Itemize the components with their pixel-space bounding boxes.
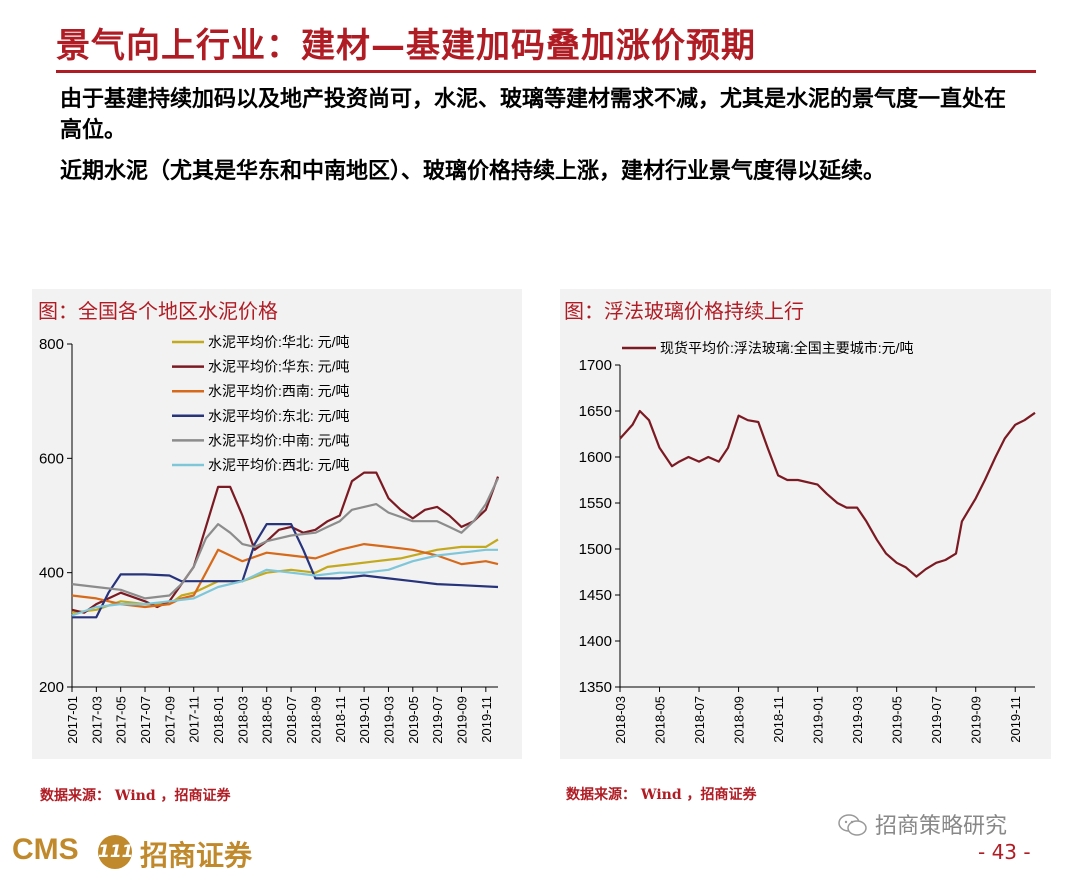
x-tick-label: 2018-11: [771, 696, 786, 743]
series-line-1-0: [619, 409, 1036, 578]
legend-label-1-0: 现货平均价:浮法玻璃:全国主要城市:元/吨: [660, 340, 914, 356]
series-line-0-2: [71, 543, 499, 609]
legend-label-0-0: 水泥平均价:华北: 元/吨: [208, 334, 350, 350]
x-tick-label: 2018-07: [692, 696, 707, 744]
glass-chart-title: 图：浮法玻璃价格持续上行: [564, 299, 804, 323]
x-tick-label: 2019-05: [406, 696, 421, 744]
cms-logo: CMS: [12, 833, 79, 866]
series-line-0-4: [71, 477, 499, 600]
x-tick-label: 2019-01: [811, 696, 826, 744]
company-name: 招商证券: [140, 839, 253, 872]
x-tick-label: 2018-09: [732, 696, 747, 744]
y-tick-label: 1600: [579, 449, 612, 466]
x-tick-label: 2019-11: [1008, 696, 1023, 743]
y-tick-label: 1500: [579, 541, 612, 558]
x-tick-label: 2017-05: [114, 696, 129, 744]
series-line-0-0: [71, 538, 499, 614]
glass-chart-panel: [560, 289, 1051, 759]
x-tick-label: 2018-03: [613, 696, 628, 744]
glass-price-chart: 1350 1400 1450 1500 1550 1600 1650 1700 2018-03 2…: [579, 340, 1036, 744]
x-tick-label: 2018-11: [333, 696, 348, 743]
legend-label-0-5: 水泥平均价:西北: 元/吨: [208, 457, 350, 473]
series-line-0-5: [71, 548, 498, 617]
x-tick-label: 2017-07: [138, 696, 153, 744]
wechat-account: 招商策略研究: [838, 808, 1007, 840]
glass-data-source: 数据来源： Wind ，招商证券: [566, 787, 757, 803]
wechat-account-name: 招商策略研究: [875, 814, 1008, 839]
paragraph-2: 近期水泥（尤其是华东和中南地区）、玻璃价格持续上涨，建材行业景气度得以延续。: [60, 159, 886, 184]
x-tick-label: 2019-05: [890, 696, 905, 744]
legend-label-0-4: 水泥平均价:中南: 元/吨: [208, 432, 350, 448]
x-tick-label: 2018-05: [260, 696, 275, 744]
y-tick-label: 800: [39, 336, 64, 353]
x-tick-label: 2018-01: [211, 696, 226, 744]
x-tick-label: 2017-01: [65, 696, 80, 744]
page-number: - 43 -: [978, 840, 1031, 864]
x-tick-label: 2019-09: [969, 696, 984, 744]
x-tick-label: 2019-03: [850, 696, 865, 744]
x-tick-label: 2018-03: [235, 696, 250, 744]
x-tick-label: 2019-01: [357, 696, 372, 744]
cms-logo-mark: 111: [98, 835, 134, 869]
cement-price-chart: 200 400 600 800 2017-01 2017-03 2017-05 2017-07…: [39, 334, 500, 744]
page-title: 景气向上行业：建材—基建加码叠加涨价预期: [56, 26, 756, 66]
wechat-icon: [838, 814, 867, 836]
y-tick-label: 600: [39, 450, 64, 467]
y-tick-label: 1550: [579, 495, 612, 512]
y-tick-label: 1700: [579, 357, 612, 374]
paragraph-1: 由于基建持续加码以及地产投资尚可，水泥、玻璃等建材需求不减，尤其是水泥的景气度一…: [60, 87, 1007, 143]
cement-data-source: 数据来源： Wind ，招商证券: [40, 788, 231, 804]
legend-label-0-3: 水泥平均价:东北: 元/吨: [208, 408, 350, 424]
series-line-0-1: [71, 471, 500, 614]
x-tick-label: 2019-07: [929, 696, 944, 744]
x-tick-label: 2018-05: [653, 696, 668, 744]
x-tick-label: 2017-11: [187, 696, 202, 743]
legend-label-0-1: 水泥平均价:华东: 元/吨: [208, 359, 350, 375]
x-tick-label: 2019-09: [454, 696, 469, 744]
x-tick-label: 2017-03: [89, 696, 104, 744]
legend-label-0-2: 水泥平均价:西南: 元/吨: [208, 383, 350, 399]
y-tick-label: 1350: [579, 679, 612, 696]
x-tick-label: 2018-09: [308, 696, 323, 744]
x-tick-label: 2019-03: [381, 696, 396, 744]
y-tick-label: 1450: [579, 587, 612, 604]
series-line-0-3: [72, 523, 499, 619]
x-tick-label: 2018-07: [284, 696, 299, 744]
x-tick-label: 2019-11: [479, 696, 494, 743]
y-tick-label: 400: [39, 565, 64, 582]
title-underline: [56, 70, 1036, 73]
y-tick-label: 200: [39, 679, 64, 696]
cement-chart-title: 图：全国各个地区水泥价格: [38, 299, 278, 323]
y-tick-label: 1650: [579, 403, 612, 420]
x-tick-label: 2019-07: [430, 696, 445, 744]
x-tick-label: 2017-09: [162, 696, 177, 744]
y-tick-label: 1400: [579, 633, 612, 650]
